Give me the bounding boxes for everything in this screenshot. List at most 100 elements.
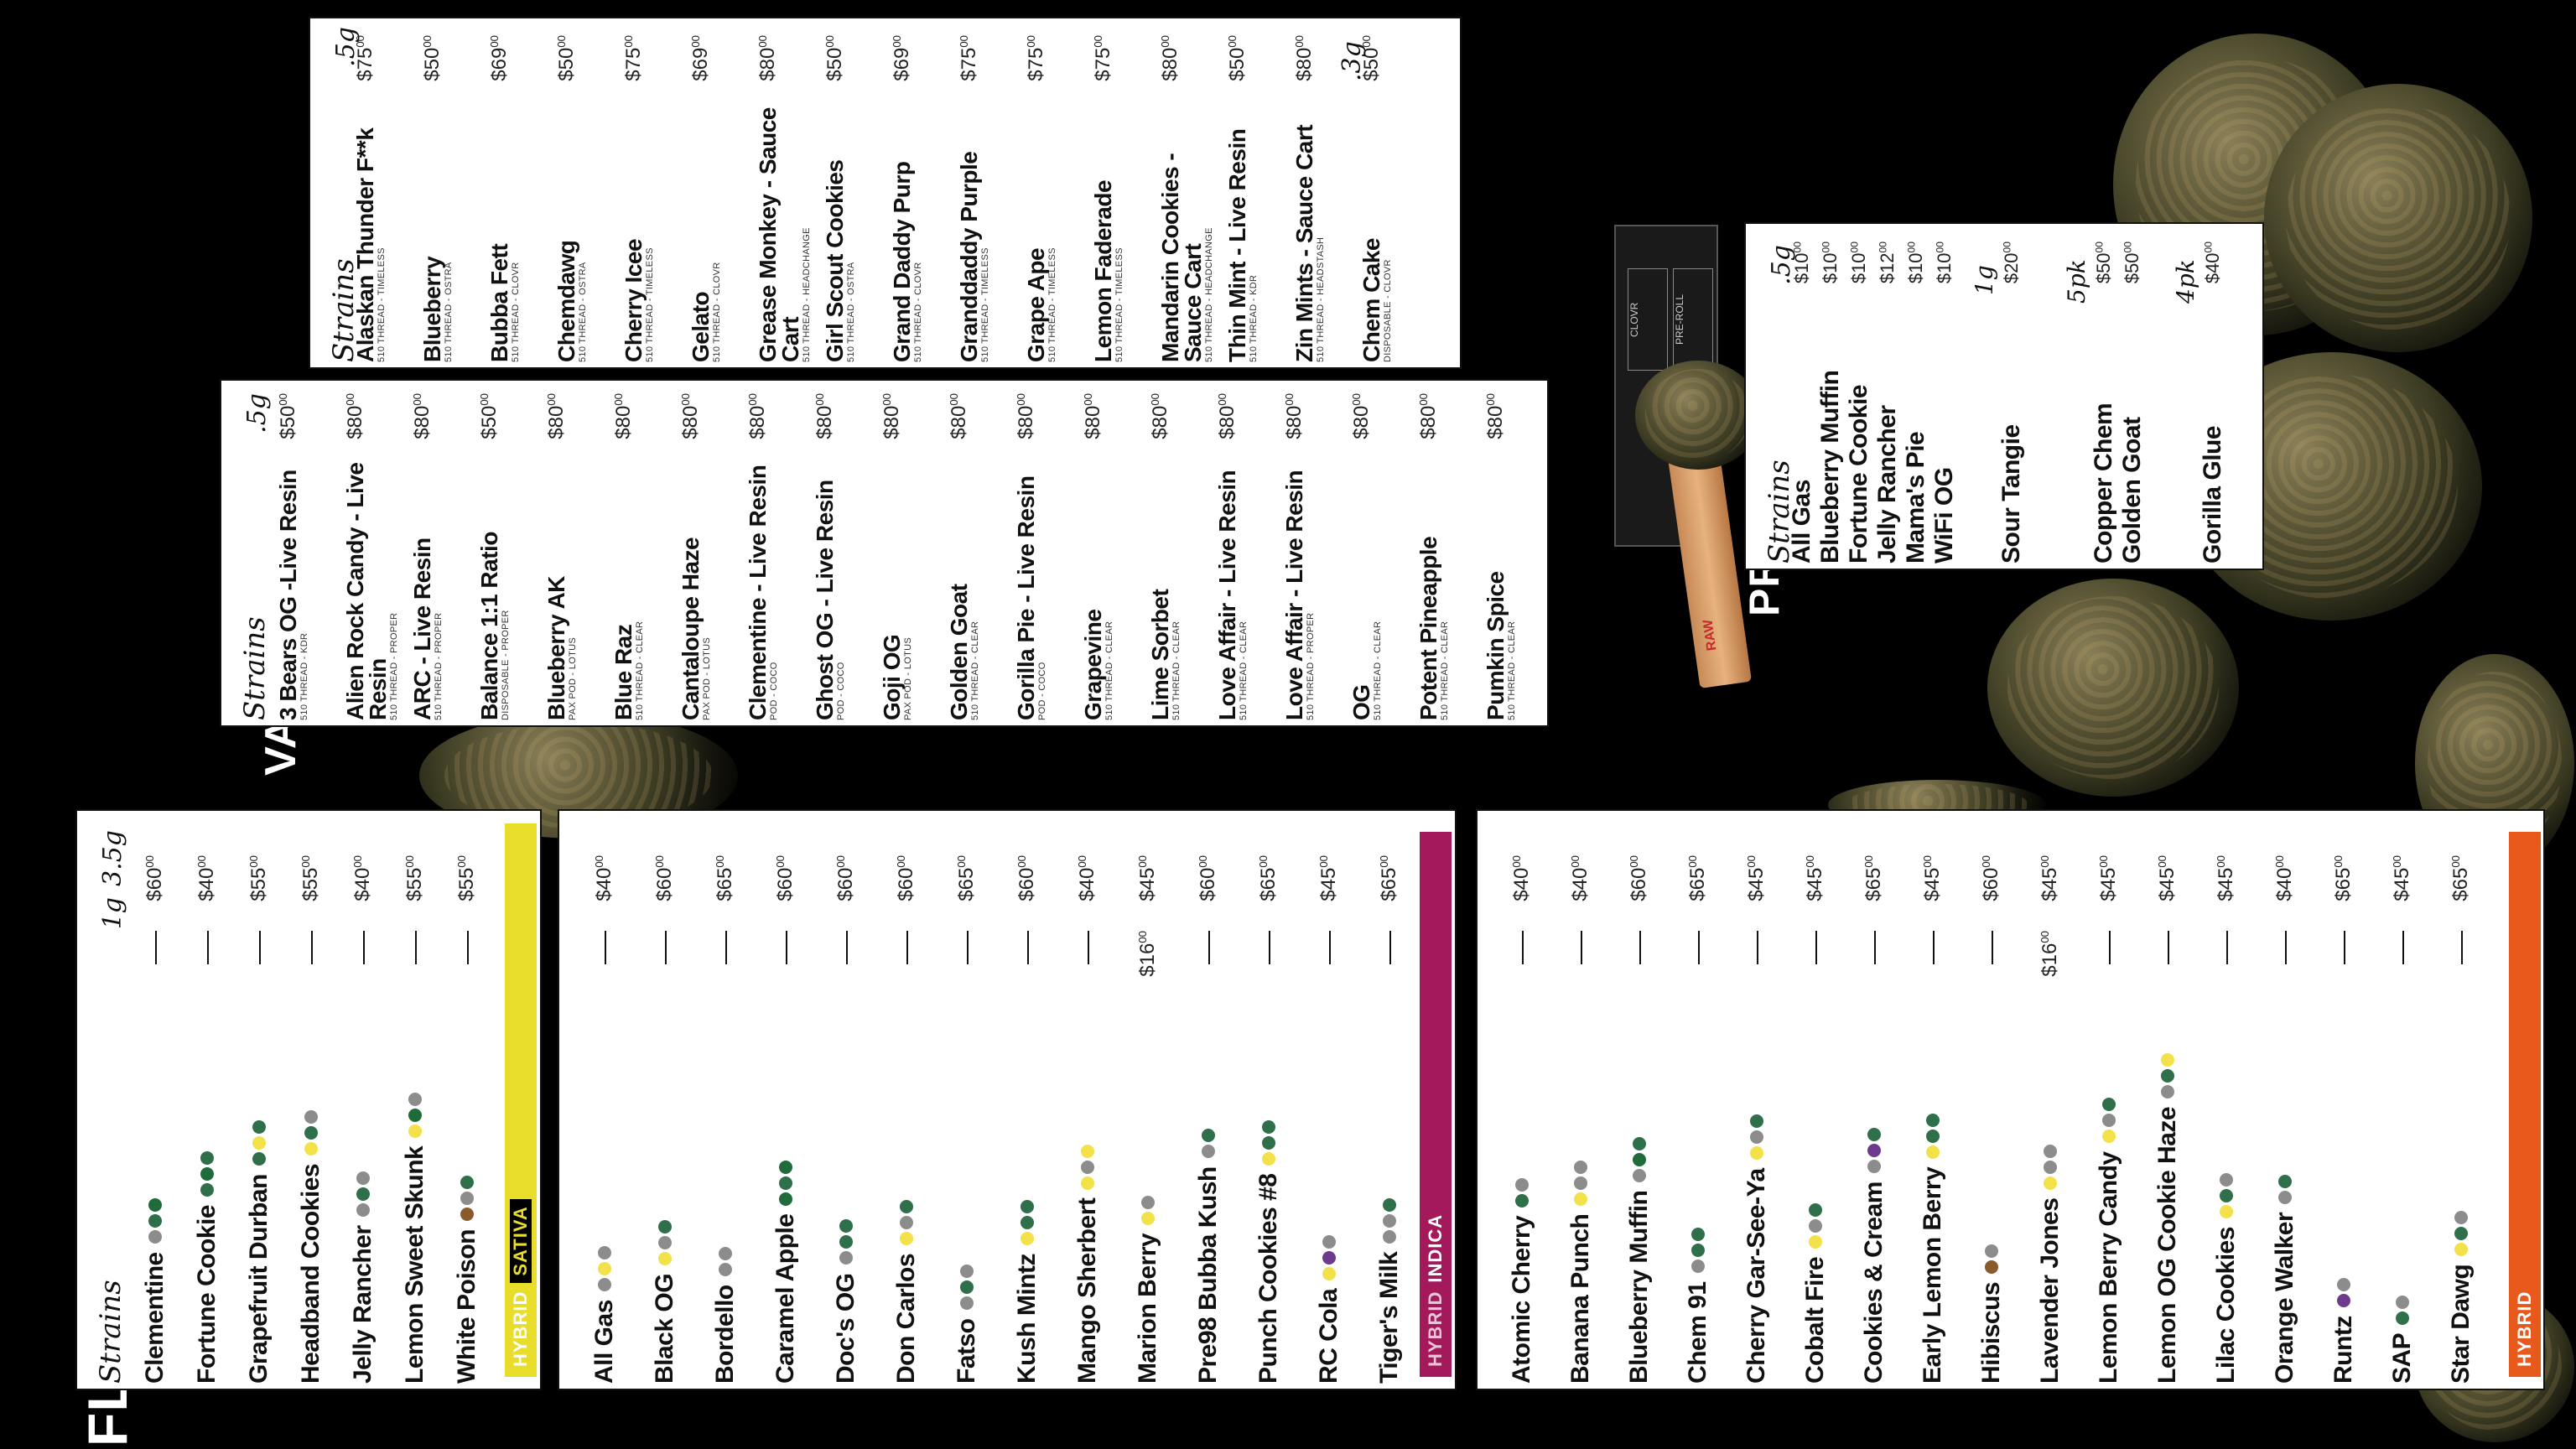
vape-row: Chemdawg 510 THREAD - OSTRA $5000 [553,35,622,371]
product-name: Clementine - Live Resin [745,465,771,720]
price-35g: $6000 [1628,855,1650,901]
strains-header: Strains [238,616,272,720]
terpene-icons [460,1173,474,1221]
vape-panel: Strains .5g 3 Bears OG -Live Resin 510 TH… [220,379,1549,727]
product-name: 3 Bears OG -Live Resin [275,470,301,720]
terpene-icons [839,1218,853,1265]
terpene-icons [148,1196,162,1244]
strain-row: White Poison $5500 [441,855,493,1392]
price-dash [1756,931,1758,964]
strain-row: Orange Walker $4000 [2256,855,2314,1392]
price-35g: $6000 [653,855,676,901]
product-name: Lemon Faderade [1090,179,1116,362]
strain-row: SAP $4500 [2373,855,2432,1392]
product-hardware: 510 THREAD - CLEAR [1440,621,1450,720]
product-hardware: 510 THREAD - TIMELESS [645,247,655,362]
drop-icon [1383,1213,1396,1228]
drop-icon [304,1109,318,1124]
pine-icon [839,1219,853,1233]
bud-image [2264,84,2532,352]
package-brand: CLOVR [1628,268,1668,371]
product-price: $7500 [1025,35,1047,81]
strain-name: All Gas [590,1300,618,1384]
product-hardware: 510 THREAD - PROPER [389,612,399,720]
vape2-panel: Strains .5g Alaskan Thunder F**k 510 THRE… [309,17,1462,369]
category-label-hybrid: HYBRID [2514,1291,2535,1367]
preroll-price: $1200 [1877,242,1898,284]
product-price: $8000 [1417,393,1440,439]
vape-row: Lemon Faderade 510 THREAD - TIMELESS $7500 [1090,35,1159,371]
product-price: $8000 [1159,35,1182,81]
strain-row: Marion Berry $1600 $4500 [1118,855,1178,1392]
terpene-icons [1985,1242,1998,1274]
drop-icon [2044,1160,2057,1174]
product-name: Pumkin Spice [1483,571,1509,720]
pine-icon [2220,1189,2233,1203]
lemon-icon [1926,1145,1940,1159]
price-dash [1580,931,1582,964]
strain-row: Clementine $6000 [129,855,181,1392]
bud-image [1635,361,1761,470]
product-name: Girl Scout Cookies [822,159,848,363]
terpene-icons [1867,1125,1881,1174]
pine-icon [460,1176,474,1189]
drop-icon [1809,1218,1822,1233]
product-name: Chem Cake [1358,237,1384,362]
strain-row: Fatso $6500 [937,855,997,1392]
preroll-price: $1000 [1791,242,1812,284]
product-hardware: 510 THREAD - HEADCHANGE [1204,227,1214,362]
vape-row: Thin Mint - Live Resin 510 THREAD - KDR $5… [1224,35,1293,371]
product-name: OG [1348,684,1374,720]
lemon-icon [2220,1205,2233,1219]
strain-row: Lemon Sweet Skunk $5500 [389,855,441,1392]
drop-icon [1515,1177,1529,1192]
lemon-icon [252,1136,266,1150]
strain-row: Lavender Jones $1600 $4500 [2021,855,2080,1392]
strain-name: Hibiscus [1977,1281,2005,1384]
price-1g: $1600 [1136,931,1159,977]
price-35g: $6000 [143,855,166,901]
product-hardware: 510 THREAD - HEADCHANGE [802,227,812,362]
price-35g: $4500 [2215,855,2237,901]
price-dash [206,931,209,964]
vape-row: Alien Rock Candy - Live Resin 510 THREAD … [342,393,411,729]
vape-row: Girl Scout Cookies 510 THREAD - OSTRA $500… [822,35,891,371]
product-price: $8000 [1149,393,1171,439]
product-hardware: 510 THREAD - CLOVR [712,262,722,362]
product-name: Thin Mint - Live Resin [1224,128,1250,362]
strain-row: Lemon OG Cookie Haze $4500 [2138,855,2197,1392]
vape-row: Alaskan Thunder F**k 510 THREAD - TIMELES… [352,35,421,371]
product-price: $7500 [622,35,645,81]
product-hardware: 510 THREAD - CLOVR [511,262,521,362]
price-dash [154,931,157,964]
terpene-icons [1081,1142,1094,1190]
drop-icon [2102,1114,2116,1128]
price-dash [2343,931,2345,964]
drop-icon [2044,1144,2057,1158]
lemon-icon [1574,1192,1587,1206]
price-35g: $4000 [1569,855,1592,901]
strain-name: Fortune Cookie [193,1204,221,1384]
pine-icon [148,1214,162,1228]
drop-icon [2161,1084,2174,1098]
pine-icon [2396,1311,2409,1325]
price-35g: $6000 [1015,855,1038,901]
product-hardware: 510 THREAD - OSTRA [444,262,454,362]
preroll-price: $1000 [1905,242,1926,284]
strain-name: Lilac Cookies [2212,1227,2240,1384]
preroll-name: Fortune Cookie [1845,384,1872,564]
price-35g: $4500 [1136,855,1159,901]
preroll-price: $2000 [2001,242,2022,284]
preroll-row: Fortune Cookie $1000 [1845,242,1873,572]
product-price: $8000 [1283,393,1306,439]
product-price: $8000 [756,35,779,81]
hybrid-category-bar: HYBRID [2509,832,2541,1377]
lemon-icon [598,1262,611,1276]
price-35g: $4000 [351,855,374,901]
price-35g: $4500 [1921,855,1944,901]
indica-category-bar: HYBRID INDICA [1420,832,1452,1377]
price-35g: $6000 [774,855,797,901]
vape-size-header: .5g [242,393,272,434]
vape-row: Gelato 510 THREAD - CLOVR $6900 [688,35,756,371]
product-name: Chemdawg [553,240,579,362]
